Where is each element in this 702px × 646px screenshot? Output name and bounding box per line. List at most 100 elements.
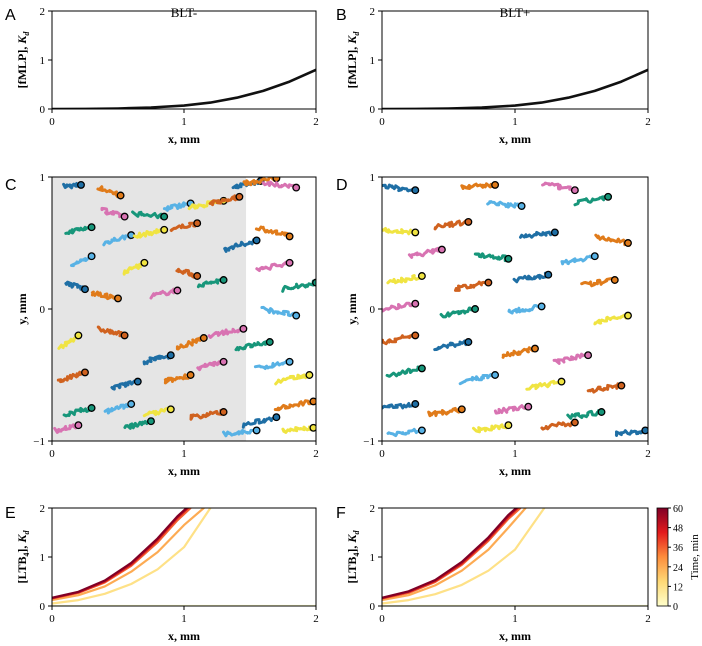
track-end-marker xyxy=(417,426,426,435)
track xyxy=(207,326,246,339)
track-end-marker xyxy=(590,252,599,261)
x-tick-label: 2 xyxy=(313,613,319,625)
y-label-main: [fMLP], xyxy=(15,44,29,89)
track xyxy=(260,305,297,318)
track-end-marker xyxy=(81,285,89,294)
track-end-marker xyxy=(537,302,546,311)
track xyxy=(261,180,299,189)
x-tick-label: 0 xyxy=(49,613,55,625)
track-end-marker xyxy=(491,371,500,379)
y-tick-label: 0 xyxy=(40,601,46,613)
track-end-marker xyxy=(147,417,155,426)
track xyxy=(433,339,469,352)
y-tick-label: 2 xyxy=(40,503,46,515)
track-end-marker xyxy=(531,344,539,353)
track-end-marker xyxy=(272,413,281,422)
panel-B: B 0 1 2 0 1 2 x, mm [fMLP], Kd BLT+ xyxy=(336,5,651,146)
track xyxy=(460,182,496,190)
track-end-marker xyxy=(484,278,493,287)
track xyxy=(586,382,622,394)
panel-D: D 0 1 2 −1 0 1 x, mm y, mm xyxy=(336,172,651,478)
track-end-marker xyxy=(464,338,473,346)
track xyxy=(122,260,148,276)
series-line-60min xyxy=(382,508,518,599)
axes-frame xyxy=(51,10,317,110)
y-tick-label: 1 xyxy=(40,552,46,564)
y-tick-label: 0 xyxy=(40,104,46,116)
series-line-12min xyxy=(52,508,212,605)
x-tick-label: 2 xyxy=(313,448,319,460)
track xyxy=(223,238,257,253)
y-tick-label: 0 xyxy=(370,601,376,613)
y-tick-label: 0 xyxy=(370,304,376,316)
plot-area xyxy=(52,508,316,606)
track-end-marker xyxy=(77,180,85,189)
x-tick-label: 0 xyxy=(379,613,385,625)
series-line-24min xyxy=(382,508,527,602)
track xyxy=(566,409,604,420)
track-end-marker xyxy=(550,228,559,237)
panel-label: F xyxy=(336,505,346,522)
panel-title: BLT- xyxy=(171,5,198,20)
x-tick-label: 1 xyxy=(512,613,518,625)
track-end-marker xyxy=(309,423,316,432)
track xyxy=(56,369,87,384)
track xyxy=(507,304,545,315)
colorbar-tick-label: 0 xyxy=(673,602,678,613)
track-end-marker xyxy=(285,258,294,267)
track-end-marker xyxy=(285,357,294,366)
track xyxy=(208,193,242,207)
track xyxy=(573,194,611,207)
y-tick-label: −1 xyxy=(363,436,375,448)
plot-area xyxy=(52,177,316,441)
track-end-marker xyxy=(504,254,513,263)
x-axis-label: x, mm xyxy=(499,132,531,146)
track-end-marker xyxy=(437,245,446,254)
colorbar: 0 12 24 36 48 60 Time, min xyxy=(656,504,701,613)
x-axis-label: x, mm xyxy=(499,629,531,643)
track-end-marker xyxy=(81,368,89,377)
series-line-36min xyxy=(382,508,522,600)
x-tick-label: 1 xyxy=(512,116,518,128)
y-axis-label: y, mm xyxy=(345,293,359,324)
track xyxy=(253,359,290,370)
track xyxy=(614,429,648,437)
track xyxy=(241,416,278,429)
track xyxy=(512,271,551,284)
track-end-marker xyxy=(265,338,274,346)
shaded-region xyxy=(52,177,247,441)
track-end-marker xyxy=(292,311,301,320)
y-axis-label: y, mm xyxy=(15,293,29,324)
y-tick-label: 0 xyxy=(370,104,376,116)
track-end-marker xyxy=(120,212,129,221)
track xyxy=(427,406,463,418)
x-tick-label: 1 xyxy=(181,448,187,460)
track xyxy=(196,277,226,289)
y-label-sub: 4 xyxy=(352,553,361,557)
y-label-main: [LTB xyxy=(15,557,29,584)
x-tick-label: 2 xyxy=(645,116,651,128)
track-end-marker xyxy=(87,223,96,232)
track-end-marker xyxy=(116,191,125,200)
panel-F: F 0 1 2 0 1 2 x, mm [LTB4], Kd xyxy=(336,503,651,643)
track-end-marker xyxy=(166,351,175,360)
x-tick-label: 1 xyxy=(512,448,518,460)
track xyxy=(552,352,590,365)
track-end-marker xyxy=(74,331,83,340)
track-end-marker xyxy=(464,217,473,226)
x-axis-label: x, mm xyxy=(168,132,200,146)
track xyxy=(540,420,576,431)
track xyxy=(131,210,167,220)
series-line-12min xyxy=(382,508,546,605)
track xyxy=(196,359,226,372)
series-line-0 xyxy=(52,68,316,109)
track xyxy=(385,365,425,378)
track-end-marker xyxy=(235,192,244,201)
x-tick-label: 0 xyxy=(49,448,55,460)
track xyxy=(407,246,445,259)
colorbar-label: Time, min xyxy=(689,534,701,580)
track-end-marker xyxy=(471,305,480,313)
track-end-marker xyxy=(524,402,533,411)
track-end-marker xyxy=(491,180,500,189)
